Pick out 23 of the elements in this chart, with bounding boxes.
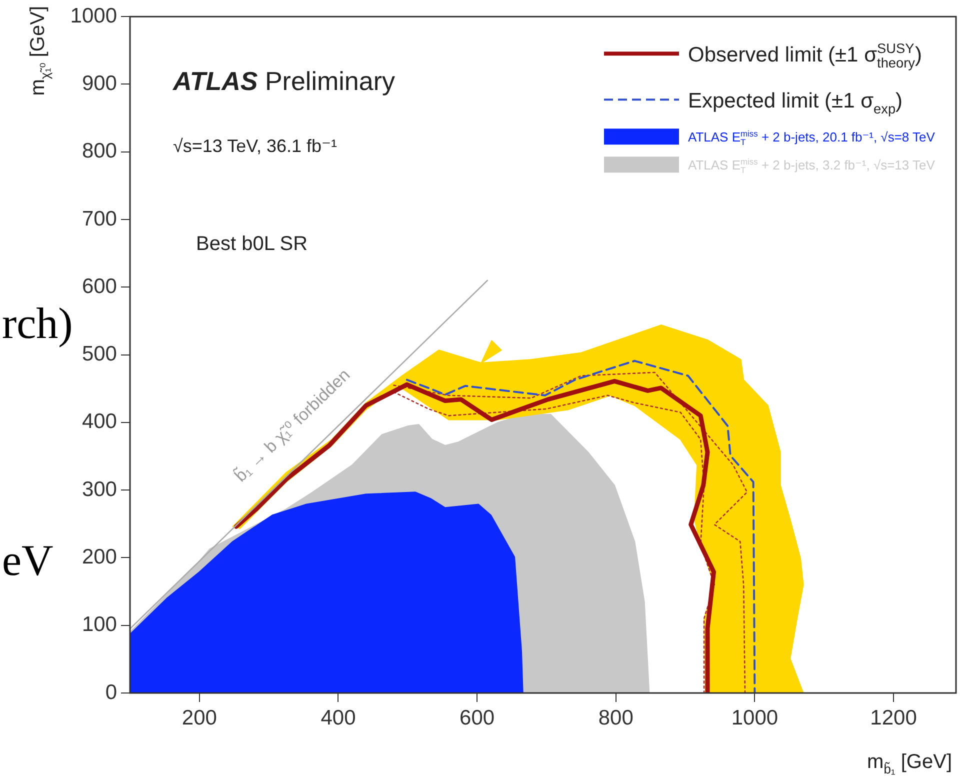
y-tick-label: 800 xyxy=(82,140,117,163)
y-tick-label: 0 xyxy=(105,680,117,704)
text: eV xyxy=(2,536,54,585)
y-tick-label: 100 xyxy=(82,613,117,636)
y-axis-title: mχ̃₁⁰ [GeV] xyxy=(27,6,53,96)
annotation: Best b0L SR xyxy=(196,233,308,255)
x-tick-label: 400 xyxy=(320,706,356,730)
x-tick-label: 600 xyxy=(460,706,495,730)
y-tick-label: 600 xyxy=(82,274,117,298)
y-tick-label: 200 xyxy=(82,546,117,569)
text: ATLAS Preliminary xyxy=(172,66,395,96)
text: √s=13 TeV, 36.1 fb⁻¹ xyxy=(173,136,337,156)
y-tick-label: 500 xyxy=(82,342,117,366)
y-tick-label: 700 xyxy=(82,207,117,230)
y-tick-label: 400 xyxy=(82,410,117,434)
text: rch) xyxy=(2,299,73,348)
x-tick-label: 800 xyxy=(598,706,634,730)
y-tick-label: 900 xyxy=(82,72,117,96)
y-tick-label: 1000 xyxy=(70,4,117,28)
y-tick-label: 300 xyxy=(82,478,117,501)
x-tick-label: 1200 xyxy=(870,706,917,730)
x-tick-label: 200 xyxy=(182,706,217,730)
x-tick-label: 1000 xyxy=(731,706,778,730)
